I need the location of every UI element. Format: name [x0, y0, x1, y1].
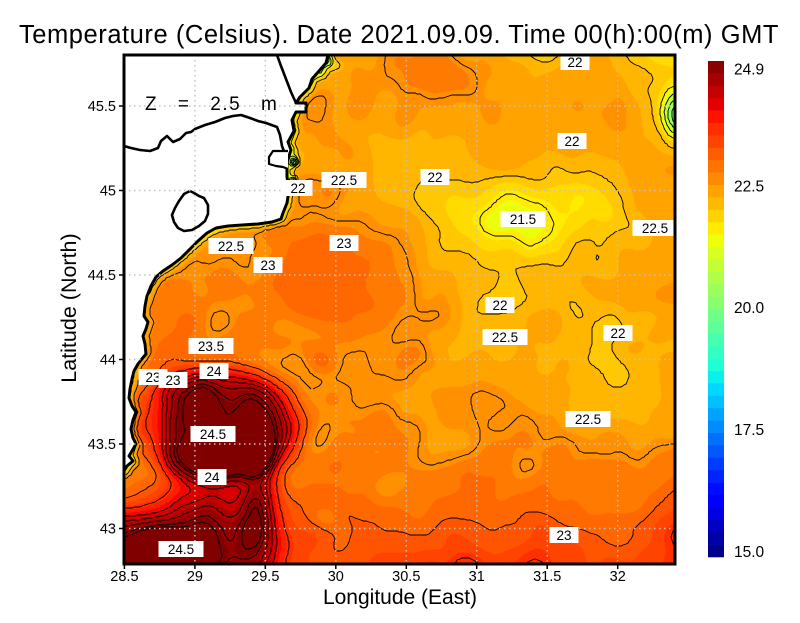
svg-text:23.5: 23.5	[198, 339, 224, 354]
svg-text:23: 23	[145, 370, 160, 385]
svg-text:22.5: 22.5	[331, 173, 357, 188]
svg-text:44: 44	[100, 353, 116, 369]
svg-text:20.0: 20.0	[734, 300, 765, 317]
svg-text:24: 24	[204, 470, 220, 485]
svg-text:22.5: 22.5	[642, 221, 668, 236]
svg-text:31.5: 31.5	[533, 569, 561, 585]
svg-text:24.9: 24.9	[734, 61, 764, 78]
svg-text:15.0: 15.0	[734, 544, 765, 561]
svg-text:22.5: 22.5	[575, 412, 601, 427]
svg-text:17.5: 17.5	[734, 422, 764, 439]
svg-text:24.5: 24.5	[200, 427, 226, 442]
svg-text:24.5: 24.5	[168, 542, 194, 557]
svg-text:22.5: 22.5	[218, 239, 244, 254]
svg-text:45: 45	[100, 184, 116, 200]
svg-text:31: 31	[469, 569, 485, 585]
svg-text:30: 30	[328, 569, 344, 585]
svg-text:23: 23	[165, 373, 180, 388]
svg-text:22: 22	[567, 55, 582, 70]
svg-text:24: 24	[206, 364, 222, 379]
svg-text:28.5: 28.5	[110, 569, 138, 585]
svg-text:22: 22	[427, 170, 442, 185]
svg-text:Latitude (North): Latitude (North)	[57, 233, 81, 382]
svg-text:Z = 2.5 m: Z = 2.5 m	[145, 94, 278, 115]
svg-text:Temperature (Celsius). Date 20: Temperature (Celsius). Date 2021.09.09. …	[19, 21, 779, 49]
svg-text:22: 22	[610, 326, 625, 341]
svg-text:22: 22	[564, 134, 579, 149]
svg-text:23: 23	[336, 236, 351, 251]
svg-text:43: 43	[100, 522, 116, 538]
svg-text:22: 22	[492, 298, 507, 313]
svg-text:29.5: 29.5	[251, 569, 279, 585]
svg-text:23: 23	[260, 258, 275, 273]
svg-text:30.5: 30.5	[392, 569, 420, 585]
svg-text:21.5: 21.5	[510, 212, 536, 227]
svg-text:22.5: 22.5	[492, 330, 518, 345]
svg-text:23: 23	[556, 528, 571, 543]
svg-text:32: 32	[610, 569, 626, 585]
svg-text:45.5: 45.5	[88, 99, 116, 115]
svg-text:22.5: 22.5	[734, 178, 764, 195]
svg-text:29: 29	[187, 569, 203, 585]
svg-text:44.5: 44.5	[88, 268, 116, 284]
svg-text:22: 22	[290, 181, 305, 196]
svg-text:43.5: 43.5	[88, 437, 116, 453]
svg-text:Longitude (East): Longitude (East)	[323, 586, 477, 609]
